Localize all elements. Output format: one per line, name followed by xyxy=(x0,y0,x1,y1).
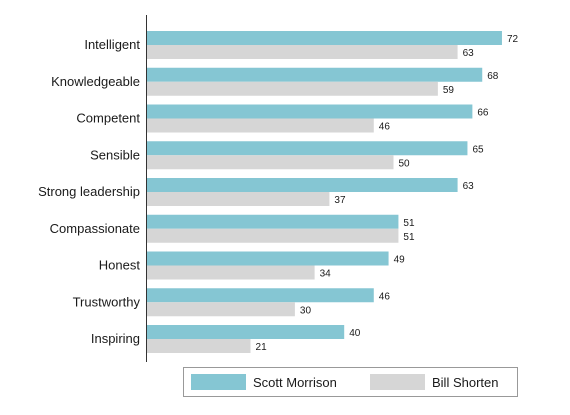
category-label-intelligent: Intelligent xyxy=(84,37,140,52)
value-label-bill-shorten-competent: 46 xyxy=(379,122,391,133)
value-label-bill-shorten-inspiring: 21 xyxy=(256,342,268,353)
value-label-scott-morrison-intelligent: 72 xyxy=(507,34,519,45)
bar-scott-morrison-trustworthy xyxy=(147,288,374,303)
category-label-honest: Honest xyxy=(99,258,141,273)
legend-swatch-scott-morrison xyxy=(191,374,246,390)
bar-scott-morrison-competent xyxy=(147,104,473,119)
category-label-compassionate: Compassionate xyxy=(50,221,140,236)
bar-scott-morrison-honest xyxy=(147,251,389,266)
value-label-scott-morrison-inspiring: 40 xyxy=(349,328,361,339)
category-label-sensible: Sensible xyxy=(90,147,140,162)
bar-bill-shorten-trustworthy xyxy=(147,302,295,317)
value-label-bill-shorten-trustworthy: 30 xyxy=(300,305,312,316)
bar-scott-morrison-inspiring xyxy=(147,325,345,339)
legend: Scott Morrison Bill Shorten xyxy=(183,367,518,397)
value-label-scott-morrison-knowledgeable: 68 xyxy=(487,71,499,82)
category-label-competent: Competent xyxy=(76,111,140,126)
value-label-bill-shorten-honest: 34 xyxy=(320,269,332,280)
bars-group xyxy=(147,31,502,353)
category-label-trustworthy: Trustworthy xyxy=(73,294,141,309)
bar-bill-shorten-sensible xyxy=(147,155,394,170)
bar-bill-shorten-compassionate xyxy=(147,228,399,243)
bar-scott-morrison-intelligent xyxy=(147,31,502,45)
value-label-bill-shorten-strong-leadership: 37 xyxy=(334,195,346,206)
bar-bill-shorten-strong-leadership xyxy=(147,192,330,206)
bar-scott-morrison-knowledgeable xyxy=(147,67,483,82)
bar-bill-shorten-honest xyxy=(147,265,315,280)
value-label-bill-shorten-knowledgeable: 59 xyxy=(443,85,455,96)
bar-bill-shorten-intelligent xyxy=(147,45,458,59)
bar-scott-morrison-compassionate xyxy=(147,214,399,229)
value-label-scott-morrison-compassionate: 51 xyxy=(403,218,415,229)
value-label-scott-morrison-trustworthy: 46 xyxy=(379,291,391,302)
labels-group: Intelligent 72 63 Knowledgeable 68 59 Competen… xyxy=(38,34,518,353)
legend-swatch-bill-shorten xyxy=(370,374,425,390)
value-label-scott-morrison-strong-leadership: 63 xyxy=(463,181,475,192)
category-label-inspiring: Inspiring xyxy=(91,331,140,346)
value-label-bill-shorten-sensible: 50 xyxy=(399,158,411,169)
legend-label-bill-shorten: Bill Shorten xyxy=(432,375,498,390)
bar-bill-shorten-inspiring xyxy=(147,339,251,353)
bar-bill-shorten-knowledgeable xyxy=(147,81,438,96)
value-label-bill-shorten-intelligent: 63 xyxy=(463,48,475,59)
value-label-scott-morrison-sensible: 65 xyxy=(472,144,484,155)
bar-scott-morrison-sensible xyxy=(147,141,468,156)
bar-scott-morrison-strong-leadership xyxy=(147,178,458,192)
legend-label-scott-morrison: Scott Morrison xyxy=(253,375,337,390)
value-label-scott-morrison-competent: 66 xyxy=(477,108,489,119)
bar-bill-shorten-competent xyxy=(147,118,374,133)
value-label-scott-morrison-honest: 49 xyxy=(394,255,406,266)
category-label-knowledgeable: Knowledgeable xyxy=(51,74,140,89)
value-label-bill-shorten-compassionate: 51 xyxy=(403,232,415,243)
category-label-strong-leadership: Strong leadership xyxy=(38,184,140,199)
legend-border xyxy=(183,367,518,397)
